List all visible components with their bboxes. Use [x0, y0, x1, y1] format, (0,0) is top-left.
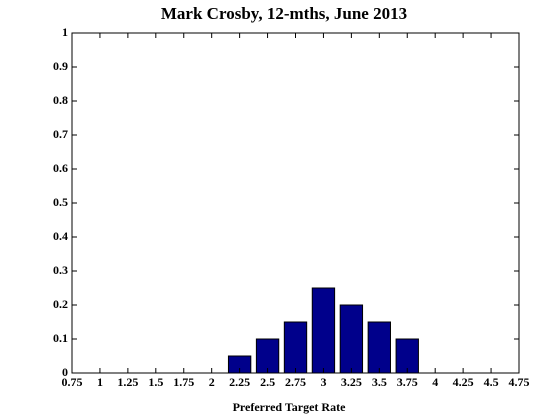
x-tick-label: 4 [432, 375, 438, 389]
y-tick-label: 0.7 [53, 127, 68, 141]
bar [395, 338, 419, 374]
y-tick-label: 0.5 [53, 195, 68, 209]
chart-title: Mark Crosby, 12-mths, June 2013 [161, 4, 407, 23]
y-tick-label: 0.9 [53, 59, 68, 73]
bar [255, 338, 280, 374]
y-tick-label: 0.1 [53, 331, 68, 345]
y-tick-label: 0.8 [53, 93, 68, 107]
x-tick-label: 3.75 [397, 375, 418, 389]
x-tick-label: 2.75 [285, 375, 306, 389]
y-tick-label: 0 [62, 365, 68, 379]
y-tick-label: 0.3 [53, 263, 68, 277]
bar [339, 304, 364, 374]
x-tick-label: 2.25 [229, 375, 250, 389]
y-tick-label: 1 [62, 25, 68, 39]
bar [367, 321, 391, 374]
x-tick-label: 2 [209, 375, 215, 389]
bar [311, 287, 336, 374]
x-tick-label: 1.75 [173, 375, 194, 389]
y-tick-label: 0.2 [53, 297, 68, 311]
x-tick-label: 4.25 [453, 375, 474, 389]
bar [283, 321, 308, 374]
x-tick-label: 3 [320, 375, 326, 389]
x-tick-label: 3.5 [372, 375, 387, 389]
y-tick-label: 0.4 [53, 229, 68, 243]
x-tick-label: 2.5 [260, 375, 275, 389]
x-tick-label: 0.75 [62, 375, 83, 389]
x-tick-label: 1 [97, 375, 103, 389]
x-tick-label: 4.5 [484, 375, 499, 389]
x-axis-label: Preferred Target Rate [233, 400, 347, 414]
x-tick-label: 3.25 [341, 375, 362, 389]
x-tick-label: 4.75 [509, 375, 530, 389]
y-tick-label: 0.6 [53, 161, 68, 175]
x-tick-label: 1.5 [148, 375, 163, 389]
x-tick-label: 1.25 [117, 375, 138, 389]
